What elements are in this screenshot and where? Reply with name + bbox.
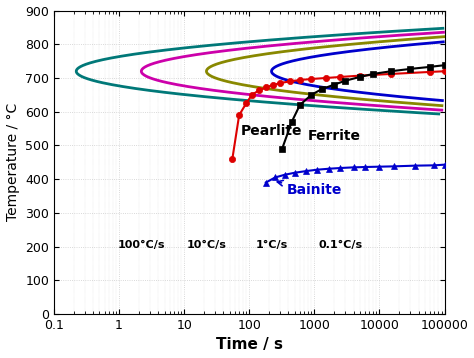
Text: 10°C/s: 10°C/s [186, 240, 227, 250]
Y-axis label: Temperature / °C: Temperature / °C [6, 103, 19, 221]
Text: Bainite: Bainite [277, 180, 342, 197]
Text: 100°C/s: 100°C/s [118, 240, 165, 250]
Text: Ferrite: Ferrite [308, 129, 361, 143]
Text: 0.1°C/s: 0.1°C/s [318, 240, 362, 250]
Text: Pearlite: Pearlite [241, 124, 302, 138]
X-axis label: Time / s: Time / s [216, 338, 283, 352]
Text: 1°C/s: 1°C/s [255, 240, 288, 250]
